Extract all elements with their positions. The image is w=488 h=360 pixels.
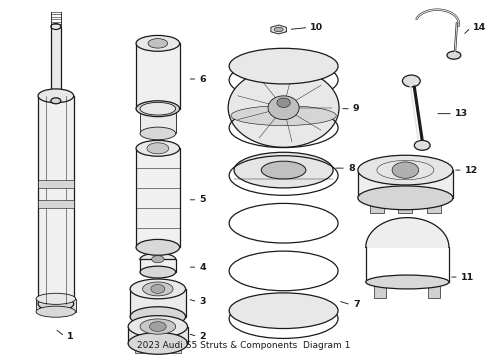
Bar xyxy=(357,170,452,198)
Text: 8: 8 xyxy=(347,163,354,172)
Ellipse shape xyxy=(130,307,185,327)
Ellipse shape xyxy=(140,253,175,265)
Ellipse shape xyxy=(402,75,419,87)
Ellipse shape xyxy=(413,140,429,150)
Ellipse shape xyxy=(229,48,337,84)
Bar xyxy=(38,200,74,208)
Bar xyxy=(369,195,383,213)
Text: 14: 14 xyxy=(472,23,485,32)
Ellipse shape xyxy=(136,239,179,255)
Ellipse shape xyxy=(151,284,164,293)
Ellipse shape xyxy=(151,256,164,263)
Text: 10: 10 xyxy=(310,23,323,32)
Bar xyxy=(38,180,74,188)
Ellipse shape xyxy=(136,101,179,117)
Bar xyxy=(153,341,163,353)
Text: 6: 6 xyxy=(199,75,205,84)
Ellipse shape xyxy=(234,152,332,188)
Polygon shape xyxy=(270,25,286,34)
Text: 3: 3 xyxy=(199,297,205,306)
Ellipse shape xyxy=(357,155,452,185)
Polygon shape xyxy=(365,218,448,247)
Bar xyxy=(398,195,411,213)
Text: 12: 12 xyxy=(464,166,477,175)
Ellipse shape xyxy=(261,161,305,179)
Ellipse shape xyxy=(38,89,74,103)
Ellipse shape xyxy=(51,23,61,30)
Ellipse shape xyxy=(229,293,337,329)
Ellipse shape xyxy=(228,68,338,147)
Text: 13: 13 xyxy=(454,109,467,118)
Ellipse shape xyxy=(38,297,74,311)
Ellipse shape xyxy=(148,39,167,48)
Text: 7: 7 xyxy=(352,300,359,309)
Bar xyxy=(170,341,180,353)
Ellipse shape xyxy=(446,51,460,59)
Ellipse shape xyxy=(230,106,336,126)
Text: 2: 2 xyxy=(199,332,205,341)
Ellipse shape xyxy=(128,316,187,337)
Text: 9: 9 xyxy=(352,104,359,113)
Bar xyxy=(36,299,76,312)
Bar xyxy=(427,280,439,298)
Bar xyxy=(136,148,179,247)
Bar xyxy=(128,327,187,343)
Ellipse shape xyxy=(130,279,185,299)
Ellipse shape xyxy=(276,98,290,108)
Ellipse shape xyxy=(142,282,173,296)
Ellipse shape xyxy=(140,102,175,115)
Bar xyxy=(135,341,144,353)
Bar xyxy=(374,280,386,298)
Ellipse shape xyxy=(140,266,175,278)
Bar xyxy=(136,43,179,109)
Ellipse shape xyxy=(136,140,179,156)
Bar xyxy=(426,195,440,213)
Bar xyxy=(140,259,175,272)
Ellipse shape xyxy=(357,186,452,210)
Ellipse shape xyxy=(140,127,175,140)
Ellipse shape xyxy=(365,275,448,289)
Ellipse shape xyxy=(51,98,61,104)
Bar xyxy=(130,289,185,317)
Text: 11: 11 xyxy=(460,273,473,282)
Ellipse shape xyxy=(36,293,76,304)
Text: 5: 5 xyxy=(199,195,205,204)
Bar xyxy=(51,27,61,101)
Ellipse shape xyxy=(128,333,187,354)
Text: 1: 1 xyxy=(66,332,73,341)
Ellipse shape xyxy=(136,35,179,51)
Ellipse shape xyxy=(149,321,166,332)
Ellipse shape xyxy=(391,162,418,178)
Text: 2023 Audi S5 Struts & Components  Diagram 1: 2023 Audi S5 Struts & Components Diagram… xyxy=(137,341,349,350)
Bar xyxy=(140,109,175,134)
Bar xyxy=(38,96,74,304)
Ellipse shape xyxy=(36,306,76,317)
Ellipse shape xyxy=(274,27,283,32)
Ellipse shape xyxy=(267,96,299,120)
Ellipse shape xyxy=(140,319,175,334)
Ellipse shape xyxy=(147,143,168,154)
Text: 4: 4 xyxy=(199,263,205,272)
